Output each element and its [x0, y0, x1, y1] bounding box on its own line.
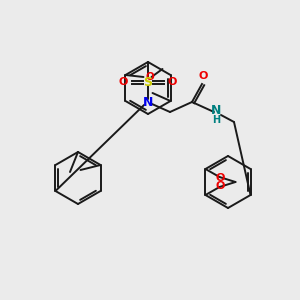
Text: O: O: [216, 173, 225, 183]
Text: O: O: [198, 71, 208, 81]
Text: O: O: [146, 72, 154, 82]
Text: N: N: [143, 95, 153, 109]
Text: S: S: [143, 76, 152, 88]
Text: O: O: [216, 181, 225, 191]
Text: N: N: [211, 104, 221, 118]
Text: O: O: [118, 77, 128, 87]
Text: O: O: [168, 77, 177, 87]
Text: H: H: [212, 115, 220, 125]
